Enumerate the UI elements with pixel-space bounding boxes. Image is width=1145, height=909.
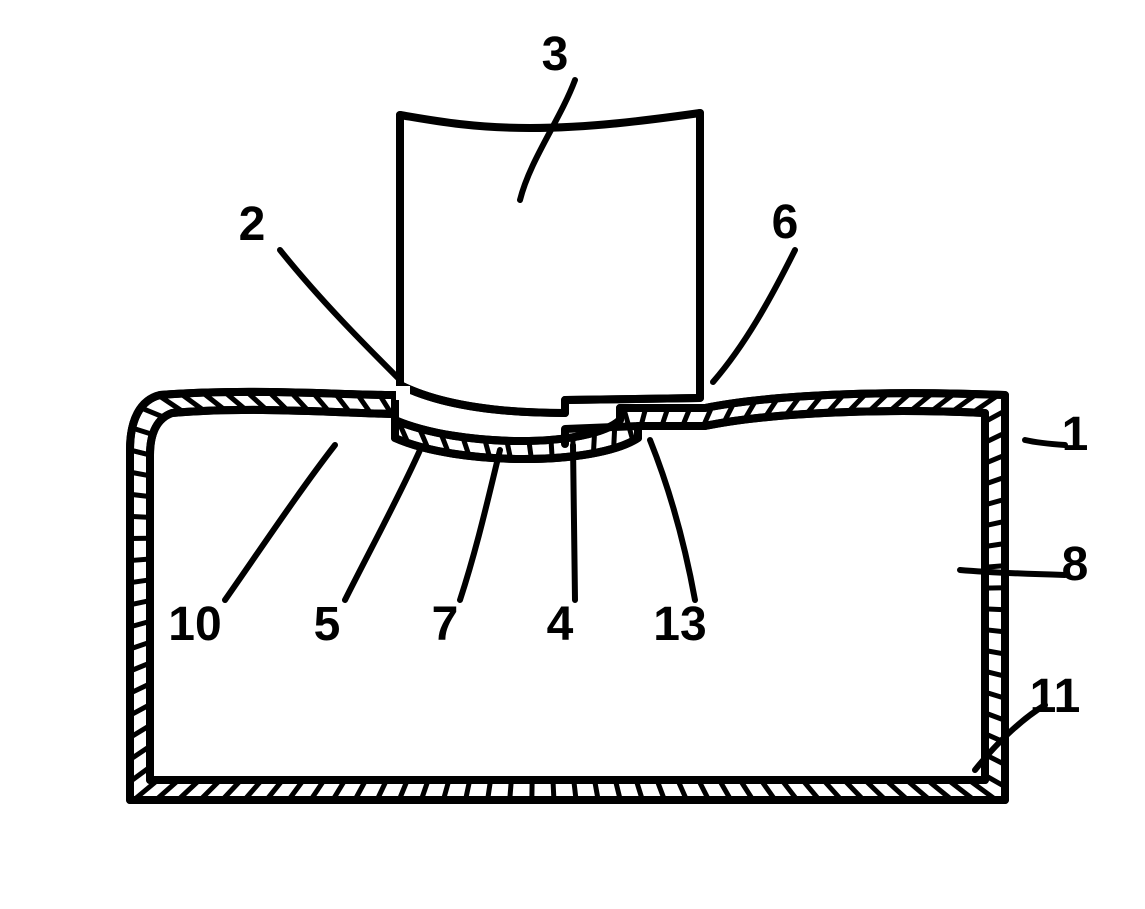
label-n4: 4 (547, 598, 574, 651)
label-n11: 11 (1030, 670, 1081, 723)
label-n5: 5 (314, 598, 341, 651)
label-n3: 3 (542, 28, 569, 81)
label-n6: 6 (772, 196, 799, 249)
label-n7: 7 (432, 598, 459, 651)
label-n1: 1 (1062, 408, 1089, 461)
label-n13: 13 (653, 598, 706, 651)
label-n8: 8 (1062, 538, 1089, 591)
label-n2: 2 (239, 198, 266, 251)
label-n10: 10 (168, 598, 221, 651)
